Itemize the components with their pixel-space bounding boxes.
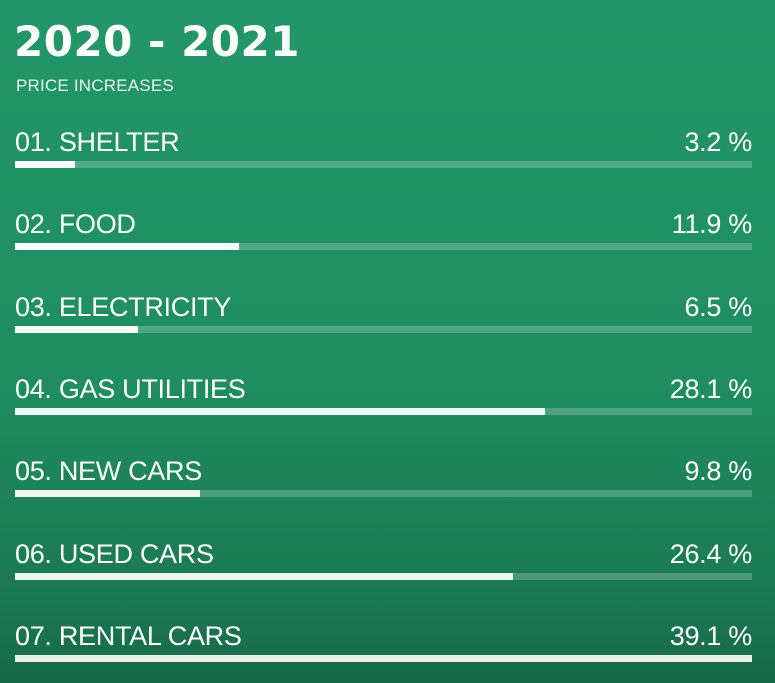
bar-row-used-cars: 06. USED CARS 26.4 % [15, 538, 753, 580]
bar-fill [15, 407, 545, 415]
bar-label: 02. FOOD [15, 209, 136, 240]
chart-title: 2020 - 2021 [14, 17, 300, 66]
bar-fill [15, 325, 138, 333]
bar-label: 04. GAS UTILITIES [15, 373, 246, 404]
bar-row-shelter: 01. SHELTER 3.2 % [15, 126, 752, 168]
bar-track [15, 407, 752, 415]
bar-fill [15, 243, 240, 251]
bar-track [15, 325, 752, 333]
chart-subtitle: PRICE INCREASES [16, 76, 174, 95]
bar-track [15, 243, 752, 251]
bar-fill [15, 654, 752, 662]
bar-value-label: 6.5 % [684, 291, 752, 322]
bar-value-label: 28.1 % [669, 373, 753, 404]
bar-track [15, 654, 752, 662]
bar-fill [15, 161, 76, 168]
bar-row-rental-cars: 07. RENTAL CARS 39.1 % [15, 620, 753, 662]
bar-value-label: 3.2 % [684, 127, 752, 157]
bar-track [15, 572, 752, 580]
bar-label: 01. SHELTER [15, 127, 180, 157]
bar-label: 05. NEW CARS [15, 456, 202, 487]
bar-row-food: 02. FOOD 11.9 % [15, 208, 753, 251]
bar-label: 03. ELECTRICITY [15, 291, 232, 322]
bar-track [15, 490, 752, 498]
bar-row-gas-utilities: 04. GAS UTILITIES 28.1 % [15, 373, 753, 415]
bar-fill [15, 572, 513, 580]
bar-fill [15, 490, 200, 498]
bar-value-label: 11.9 % [671, 209, 753, 240]
bar-track [15, 161, 752, 168]
bar-label: 06. USED CARS [15, 538, 214, 569]
bar-row-new-cars: 05. NEW CARS 9.8 % [15, 455, 752, 498]
bar-value-label: 26.4 % [669, 538, 753, 569]
bar-value-label: 9.8 % [684, 456, 752, 487]
bar-value-label: 39.1 % [669, 620, 753, 651]
bar-row-electricity: 03. ELECTRICITY 6.5 % [15, 291, 752, 333]
bar-label: 07. RENTAL CARS [15, 620, 242, 651]
